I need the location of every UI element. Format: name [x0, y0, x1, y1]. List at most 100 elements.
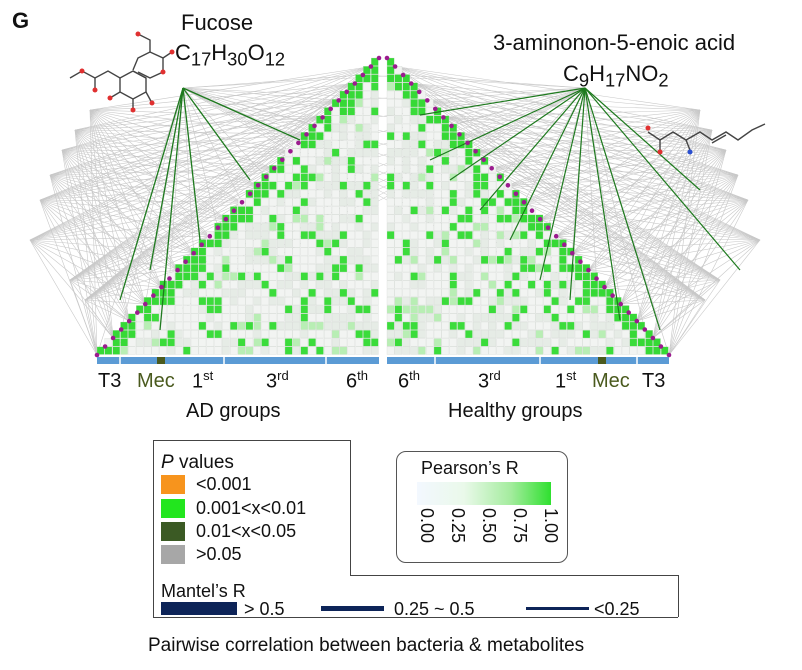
heatmap-cell [410, 132, 418, 141]
heatmap-cell [316, 305, 324, 314]
significant-edge [584, 87, 661, 331]
network-edge [39, 199, 114, 339]
heatmap-cell [433, 140, 442, 149]
heatmap-cell [488, 198, 497, 207]
heatmap-cell [410, 198, 418, 207]
heatmap-cell [355, 206, 363, 215]
heatmap-cell [394, 74, 403, 83]
legend-frame-edge [678, 575, 679, 617]
heatmap-cell [402, 165, 411, 174]
heatmap-cell [363, 107, 371, 116]
heatmap-cell [410, 165, 418, 174]
heatmap-cell [269, 321, 277, 330]
heatmap-cell [371, 239, 379, 248]
network-edge [652, 174, 739, 339]
heatmap-cell [363, 123, 371, 132]
heatmap-cell [292, 165, 301, 174]
heatmap-cell [473, 288, 481, 297]
heatmap-cell [386, 66, 395, 75]
network-edge [499, 87, 586, 178]
heatmap-cell [520, 297, 528, 306]
heatmap-cell [394, 231, 403, 240]
heatmap-cell [308, 272, 316, 281]
heatmap-cell [300, 206, 309, 215]
heatmap-cell [363, 132, 371, 141]
heatmap-cell [339, 198, 348, 207]
heatmap-cell [284, 330, 293, 339]
heatmap-cell [143, 313, 152, 322]
heatmap-cell [261, 288, 269, 297]
heatmap-cell [488, 338, 497, 347]
heatmap-cell [347, 198, 356, 207]
heatmap-cell [574, 288, 583, 297]
heatmap-cell [347, 173, 356, 182]
heatmap-cell [371, 280, 379, 289]
heatmap-cell [324, 313, 332, 322]
heatmap-cell [190, 346, 199, 355]
diagonal-dot [602, 284, 607, 290]
heatmap-cell [488, 231, 497, 240]
heatmap-cell [402, 255, 411, 264]
heatmap-cell [331, 280, 340, 289]
heatmap-cell [363, 280, 371, 289]
heatmap-cell [457, 206, 465, 215]
heatmap-cell [308, 297, 316, 306]
heatmap-cell [237, 247, 246, 256]
network-edge [620, 149, 727, 305]
heatmap-cell [190, 280, 199, 289]
heatmap-cell [496, 305, 505, 314]
heatmap-cell [269, 239, 277, 248]
diagonal-dot [118, 327, 124, 332]
network-edge [394, 66, 727, 151]
heatmap-cell [426, 272, 434, 281]
heatmap-cell [112, 330, 121, 339]
heatmap-cell [426, 222, 434, 231]
heatmap-cell [300, 189, 309, 198]
heatmap-cell [394, 115, 403, 124]
heatmap-cell [402, 90, 411, 99]
heatmap-cell [331, 173, 340, 182]
heatmap-cell [300, 272, 309, 281]
heatmap-cell [465, 330, 473, 339]
mantel-title: Mantel’s R [161, 581, 246, 601]
diagonal-dot [336, 98, 342, 103]
heatmap-cell [371, 338, 379, 347]
heatmap-cell [261, 189, 269, 198]
heatmap-cell [441, 132, 450, 141]
network-edge [69, 83, 355, 281]
heatmap-cell [292, 239, 301, 248]
heatmap-cell [574, 297, 583, 306]
heatmap-cell [339, 222, 348, 231]
network-edge [604, 286, 706, 301]
heatmap-cell [418, 321, 426, 330]
heatmap-cell [371, 140, 379, 149]
heatmap-cell [300, 264, 309, 273]
heatmap-cell [331, 198, 340, 207]
heatmap-cell [527, 255, 536, 264]
heatmap-cell [551, 297, 559, 306]
heatmap-cell [245, 272, 254, 281]
heatmap-cell [504, 313, 512, 322]
heatmap-cell [402, 297, 411, 306]
heatmap-cell [183, 338, 191, 347]
diagonal-dot [449, 123, 454, 129]
heatmap-cell [535, 222, 544, 231]
legend-frame-edge [153, 575, 154, 617]
fucose-structure [69, 33, 173, 110]
heatmap-cell [167, 338, 175, 347]
heatmap-cell [520, 321, 528, 330]
heatmap-cell [465, 272, 473, 281]
heatmap-cell [206, 305, 215, 314]
mantel-line-thick [161, 602, 237, 615]
heatmap-cell [520, 338, 528, 347]
heatmap-cell [284, 305, 293, 314]
heatmap-cell [449, 140, 458, 149]
heatmap-cell [300, 148, 309, 157]
network-edge [84, 168, 275, 301]
heatmap-cell [269, 280, 277, 289]
heatmap-cell [496, 231, 505, 240]
heatmap-cell [214, 264, 222, 273]
heatmap-cell [394, 148, 403, 157]
heatmap-cell [355, 297, 363, 306]
